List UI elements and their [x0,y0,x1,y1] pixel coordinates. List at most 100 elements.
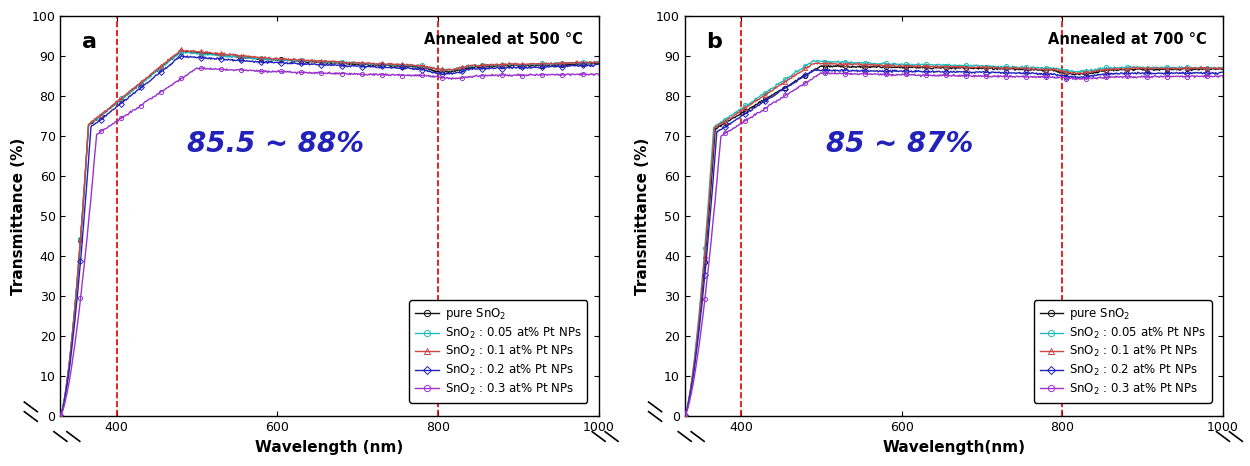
Text: 85.5 ~ 88%: 85.5 ~ 88% [188,130,364,158]
Text: Annealed at 700 °C: Annealed at 700 °C [1048,32,1206,47]
SnO$_2$ : 0.3 at% Pt NPs: (723, 85.1): 0.3 at% Pt NPs: (723, 85.1) [992,73,1008,78]
Text: b: b [706,32,722,52]
pure SnO$_2$ [538,62,552,68]
X-axis label: Wavelength(nm): Wavelength(nm) [882,440,1025,455]
SnO$_2$ : 0.1 at% Pt NPs: (933, 86.9): 0.1 at% Pt NPs: (933, 86.9) [1161,66,1176,71]
SnO$_2$ : 0.05 at% Pt NPs: (933, 86.9): 0.05 at% Pt NPs: (933, 86.9) [1161,66,1176,71]
SnO$_2$ : 0.05 at% Pt NPs: (673, 88.4): 0.05 at% Pt NPs: (673, 88.4) [329,60,344,65]
SnO$_2$ : 0.3 at% Pt NPs: (1e+03, 84.8): 0.3 at% Pt NPs: (1e+03, 84.8) [1215,74,1230,80]
pure SnO$_2$ [952,65,968,71]
Line: SnO$_2$ : 0.1 at% Pt NPs: SnO$_2$ : 0.1 at% Pt NPs [59,47,601,416]
SnO$_2$ : 0.1 at% Pt NPs: (330, 0.589): 0.1 at% Pt NPs: (330, 0.589) [52,411,68,417]
SnO$_2$ : 0.1 at% Pt NPs: (797, 86.8): 0.1 at% Pt NPs: (797, 86.8) [428,66,442,72]
SnO$_2$ : 0.1 at% Pt NPs: (717, 88.2): 0.1 at% Pt NPs: (717, 88.2) [364,61,379,66]
SnO$_2$ : 0.3 at% Pt NPs: (470, 82.1): 0.3 at% Pt NPs: (470, 82.1) [790,85,805,91]
SnO$_2$ : 0.3 at% Pt NPs: (723, 85.6): 0.3 at% Pt NPs: (723, 85.6) [369,71,384,76]
Y-axis label: Transmittance (%): Transmittance (%) [635,137,650,295]
pure SnO$_2$ [1161,67,1176,72]
SnO$_2$ : 0.2 at% Pt NPs: (933, 85.7): 0.2 at% Pt NPs: (933, 85.7) [1161,70,1176,76]
SnO$_2$ : 0.1 at% Pt NPs: (723, 87): 0.1 at% Pt NPs: (723, 87) [992,65,1008,71]
SnO$_2$ : 0.3 at% Pt NPs: (717, 85.5): 0.3 at% Pt NPs: (717, 85.5) [364,71,379,77]
pure SnO$_2$ [329,61,344,66]
SnO$_2$ : 0.05 at% Pt NPs: (723, 87.3): 0.05 at% Pt NPs: (723, 87.3) [992,64,1008,69]
SnO$_2$ : 0.05 at% Pt NPs: (717, 88): 0.05 at% Pt NPs: (717, 88) [364,62,379,67]
SnO$_2$ : 0.1 at% Pt NPs: (797, 86.3): 0.1 at% Pt NPs: (797, 86.3) [1052,69,1068,74]
SnO$_2$ : 0.2 at% Pt NPs: (1e+03, 86): 0.2 at% Pt NPs: (1e+03, 86) [1215,69,1230,75]
SnO$_2$ : 0.3 at% Pt NPs: (330, 0.395): 0.3 at% Pt NPs: (330, 0.395) [52,412,68,418]
SnO$_2$ : 0.1 at% Pt NPs: (1e+03, 86.9): 0.1 at% Pt NPs: (1e+03, 86.9) [1215,66,1230,71]
SnO$_2$ : 0.1 at% Pt NPs: (673, 87.1): 0.1 at% Pt NPs: (673, 87.1) [952,65,968,70]
SnO$_2$ : 0.3 at% Pt NPs: (673, 85.5): 0.3 at% Pt NPs: (673, 85.5) [329,71,344,77]
SnO$_2$ : 0.3 at% Pt NPs: (330, 0.395): 0.3 at% Pt NPs: (330, 0.395) [678,412,692,418]
pure SnO$_2$ [52,412,68,418]
pure SnO$_2$ [992,66,1008,72]
SnO$_2$ : 0.2 at% Pt NPs: (470, 88.4): 0.2 at% Pt NPs: (470, 88.4) [165,60,180,65]
Line: pure SnO$_2$: pure SnO$_2$ [59,49,601,417]
SnO$_2$ : 0.2 at% Pt NPs: (717, 86): 0.2 at% Pt NPs: (717, 86) [988,69,1002,75]
pure SnO$_2$ [790,78,805,83]
SnO$_2$ : 0.3 at% Pt NPs: (797, 85): 0.3 at% Pt NPs: (797, 85) [428,74,442,79]
pure SnO$_2$ [428,69,442,75]
SnO$_2$ : 0.2 at% Pt NPs: (797, 85.8): 0.2 at% Pt NPs: (797, 85.8) [428,70,442,76]
SnO$_2$ : 0.3 at% Pt NPs: (717, 85): 0.3 at% Pt NPs: (717, 85) [988,73,1002,79]
SnO$_2$ : 0.3 at% Pt NPs: (797, 84.8): 0.3 at% Pt NPs: (797, 84.8) [1052,74,1068,80]
SnO$_2$ : 0.05 at% Pt NPs: (470, 86.3): 0.05 at% Pt NPs: (470, 86.3) [790,68,805,74]
SnO$_2$ : 0.3 at% Pt NPs: (933, 85): 0.3 at% Pt NPs: (933, 85) [1161,74,1176,79]
Line: SnO$_2$ : 0.1 at% Pt NPs: SnO$_2$ : 0.1 at% Pt NPs [682,61,1225,416]
SnO$_2$ : 0.05 at% Pt NPs: (330, 0.468): 0.05 at% Pt NPs: (330, 0.468) [52,412,68,418]
Text: a: a [82,32,98,52]
Y-axis label: Transmittance (%): Transmittance (%) [11,137,26,295]
SnO$_2$ : 0.2 at% Pt NPs: (330, 0.422): 0.2 at% Pt NPs: (330, 0.422) [52,412,68,418]
SnO$_2$ : 0.1 at% Pt NPs: (1e+03, 88.4): 0.1 at% Pt NPs: (1e+03, 88.4) [591,60,606,65]
pure SnO$_2$ [176,48,191,54]
SnO$_2$ : 0.3 at% Pt NPs: (470, 83.1): 0.3 at% Pt NPs: (470, 83.1) [165,81,180,87]
SnO$_2$ : 0.2 at% Pt NPs: (1e+03, 88): 0.2 at% Pt NPs: (1e+03, 88) [591,61,606,67]
Legend: pure SnO$_2$, SnO$_2$ : 0.05 at% Pt NPs, SnO$_2$ : 0.1 at% Pt NPs, SnO$_2$ : 0.2: pure SnO$_2$, SnO$_2$ : 0.05 at% Pt NPs,… [1034,300,1211,403]
Line: SnO$_2$ : 0.3 at% Pt NPs: SnO$_2$ : 0.3 at% Pt NPs [59,65,601,417]
Text: Annealed at 500 °C: Annealed at 500 °C [424,32,582,47]
SnO$_2$ : 0.2 at% Pt NPs: (717, 87.4): 0.2 at% Pt NPs: (717, 87.4) [364,64,379,69]
SnO$_2$ : 0.1 at% Pt NPs: (470, 85.7): 0.1 at% Pt NPs: (470, 85.7) [790,71,805,76]
Legend: pure SnO$_2$, SnO$_2$ : 0.05 at% Pt NPs, SnO$_2$ : 0.1 at% Pt NPs, SnO$_2$ : 0.2: pure SnO$_2$, SnO$_2$ : 0.05 at% Pt NPs,… [409,300,588,403]
SnO$_2$ : 0.3 at% Pt NPs: (673, 84.9): 0.3 at% Pt NPs: (673, 84.9) [952,74,968,79]
Line: SnO$_2$ : 0.2 at% Pt NPs: SnO$_2$ : 0.2 at% Pt NPs [682,67,1225,417]
SnO$_2$ : 0.1 at% Pt NPs: (717, 87.1): 0.1 at% Pt NPs: (717, 87.1) [988,65,1002,70]
SnO$_2$ : 0.2 at% Pt NPs: (797, 85.2): 0.2 at% Pt NPs: (797, 85.2) [1052,73,1068,78]
SnO$_2$ : 0.2 at% Pt NPs: (481, 90.1): 0.2 at% Pt NPs: (481, 90.1) [174,53,189,59]
SnO$_2$ : 0.2 at% Pt NPs: (723, 85.7): 0.2 at% Pt NPs: (723, 85.7) [992,70,1008,76]
SnO$_2$ : 0.2 at% Pt NPs: (933, 87.3): 0.2 at% Pt NPs: (933, 87.3) [538,64,552,70]
SnO$_2$ : 0.05 at% Pt NPs: (480, 91.2): 0.05 at% Pt NPs: (480, 91.2) [174,49,189,55]
pure SnO$_2$ [1215,67,1230,72]
SnO$_2$ : 0.1 at% Pt NPs: (496, 88.4): 0.1 at% Pt NPs: (496, 88.4) [810,60,825,65]
SnO$_2$ : 0.1 at% Pt NPs: (673, 88.4): 0.1 at% Pt NPs: (673, 88.4) [329,60,344,65]
SnO$_2$ : 0.3 at% Pt NPs: (509, 87.2): 0.3 at% Pt NPs: (509, 87.2) [196,65,211,70]
SnO$_2$ : 0.2 at% Pt NPs: (470, 83.9): 0.2 at% Pt NPs: (470, 83.9) [790,78,805,83]
SnO$_2$ : 0.05 at% Pt NPs: (673, 87.6): 0.05 at% Pt NPs: (673, 87.6) [952,63,968,69]
Line: SnO$_2$ : 0.3 at% Pt NPs: SnO$_2$ : 0.3 at% Pt NPs [682,70,1225,417]
SnO$_2$ : 0.2 at% Pt NPs: (673, 87.8): 0.2 at% Pt NPs: (673, 87.8) [329,62,344,68]
pure SnO$_2$ [678,412,692,418]
pure SnO$_2$ [165,55,180,61]
SnO$_2$ : 0.3 at% Pt NPs: (1e+03, 85.3): 0.3 at% Pt NPs: (1e+03, 85.3) [591,72,606,78]
Line: SnO$_2$ : 0.05 at% Pt NPs: SnO$_2$ : 0.05 at% Pt NPs [59,49,601,417]
SnO$_2$ : 0.1 at% Pt NPs: (330, 0.589): 0.1 at% Pt NPs: (330, 0.589) [678,411,692,417]
SnO$_2$ : 0.05 at% Pt NPs: (330, 0.468): 0.05 at% Pt NPs: (330, 0.468) [678,412,692,418]
Line: SnO$_2$ : 0.05 at% Pt NPs: SnO$_2$ : 0.05 at% Pt NPs [682,58,1225,417]
pure SnO$_2$ [1052,70,1068,76]
SnO$_2$ : 0.2 at% Pt NPs: (507, 86.7): 0.2 at% Pt NPs: (507, 86.7) [820,67,835,72]
SnO$_2$ : 0.05 at% Pt NPs: (1e+03, 88.7): 0.05 at% Pt NPs: (1e+03, 88.7) [591,59,606,64]
SnO$_2$ : 0.05 at% Pt NPs: (797, 86.9): 0.05 at% Pt NPs: (797, 86.9) [428,66,442,71]
Line: SnO$_2$ : 0.2 at% Pt NPs: SnO$_2$ : 0.2 at% Pt NPs [59,54,601,417]
SnO$_2$ : 0.2 at% Pt NPs: (723, 87.1): 0.2 at% Pt NPs: (723, 87.1) [369,65,384,70]
SnO$_2$ : 0.05 at% Pt NPs: (495, 89): 0.05 at% Pt NPs: (495, 89) [810,57,825,63]
pure SnO$_2$ [364,62,379,67]
SnO$_2$ : 0.05 at% Pt NPs: (1e+03, 87.2): 0.05 at% Pt NPs: (1e+03, 87.2) [1215,65,1230,70]
SnO$_2$ : 0.05 at% Pt NPs: (797, 86.7): 0.05 at% Pt NPs: (797, 86.7) [1052,66,1068,72]
pure SnO$_2$ [988,65,1002,71]
X-axis label: Wavelength (nm): Wavelength (nm) [255,440,404,455]
SnO$_2$ : 0.2 at% Pt NPs: (330, 0.422): 0.2 at% Pt NPs: (330, 0.422) [678,412,692,418]
Line: pure SnO$_2$: pure SnO$_2$ [682,63,1225,417]
SnO$_2$ : 0.3 at% Pt NPs: (933, 85.4): 0.3 at% Pt NPs: (933, 85.4) [538,72,552,77]
SnO$_2$ : 0.05 at% Pt NPs: (717, 87.3): 0.05 at% Pt NPs: (717, 87.3) [988,64,1002,69]
pure SnO$_2$ [591,61,606,67]
